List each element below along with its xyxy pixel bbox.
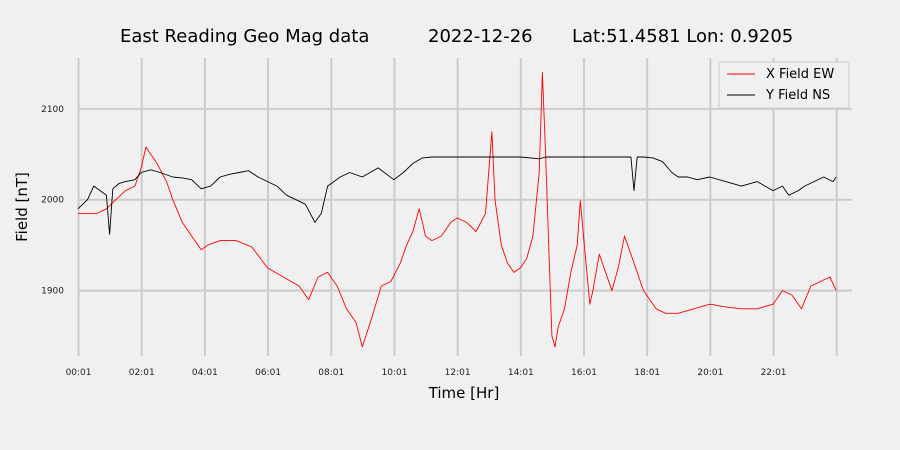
legend: X Field EW Y Field NS bbox=[718, 61, 850, 109]
y-tick-label: 2000 bbox=[41, 196, 64, 206]
y-tick-label: 2100 bbox=[41, 105, 64, 115]
series-line-x-field-ew bbox=[78, 72, 837, 348]
title-location: Lat:51.4581 Lon: 0.9205 bbox=[572, 26, 793, 47]
x-tick-label: 22:01 bbox=[761, 368, 787, 378]
x-tick-label: 02:01 bbox=[129, 368, 155, 378]
x-tick-label: 06:01 bbox=[255, 368, 281, 378]
series-lines bbox=[77, 72, 837, 348]
x-tick-labels: 00:01 02:01 04:01 06:01 08:01 10:01 12:01 14:01… bbox=[66, 368, 787, 378]
x-tick-label: 08:01 bbox=[318, 368, 344, 378]
title-station: East Reading Geo Mag data bbox=[120, 26, 369, 47]
y-tick-labels: 1900 2000 2100 bbox=[41, 105, 64, 297]
x-tick-label: 20:01 bbox=[697, 368, 723, 378]
y-axis-label: Field [nT] bbox=[13, 172, 31, 242]
legend-label-y-field: Y Field NS bbox=[765, 88, 830, 103]
x-tick-label: 12:01 bbox=[445, 368, 471, 378]
legend-box bbox=[718, 61, 850, 109]
x-tick-label: 16:01 bbox=[571, 368, 597, 378]
x-tick-label: 04:01 bbox=[192, 368, 218, 378]
title-date: 2022-12-26 bbox=[428, 26, 533, 47]
series-line-y-field-ns bbox=[77, 156, 837, 235]
x-tick-label: 00:01 bbox=[66, 368, 92, 378]
grid-lines bbox=[77, 58, 852, 356]
x-tick-label: 10:01 bbox=[381, 368, 407, 378]
legend-label-x-field: X Field EW bbox=[766, 67, 834, 82]
y-tick-label: 1900 bbox=[41, 287, 64, 297]
x-axis-label: Time [Hr] bbox=[428, 384, 500, 402]
x-tick-label: 14:01 bbox=[508, 368, 534, 378]
x-tick-label: 18:01 bbox=[634, 368, 660, 378]
